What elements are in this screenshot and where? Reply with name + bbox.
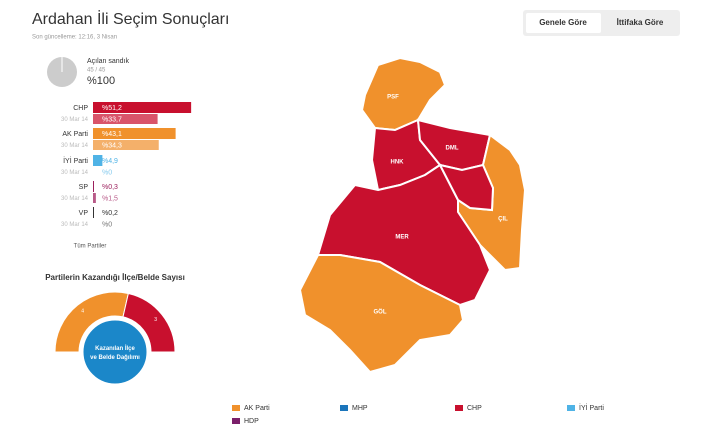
ballot-label: Açılan sandık [87, 58, 130, 65]
district-label: ÇIL [498, 217, 508, 223]
prev-date: 30 Mar 14 [61, 143, 89, 149]
legend-swatch [340, 405, 348, 411]
prev-percent: %33,7 [102, 116, 122, 123]
party-name: CHP [73, 105, 88, 112]
gauge-center [80, 317, 150, 387]
legend-swatch [455, 405, 463, 411]
updated: Son güncelleme: 12:16, 3 Nisan [32, 35, 117, 41]
party-percent: %0,3 [102, 184, 118, 191]
gauge-center-text: Kazanılan İlçe ve Belde Dağılımı [90, 345, 140, 361]
tab[interactable]: Genele Göre [539, 18, 587, 27]
gauge-label: 4 [81, 309, 84, 315]
prev-date: 30 Mar 14 [61, 117, 89, 123]
legend-swatch [567, 405, 575, 411]
legend-swatch [232, 418, 240, 424]
gauge-segment [122, 292, 176, 353]
party-bar [93, 102, 192, 113]
gauge-center-line: ve Belde Dağılımı [90, 355, 140, 361]
party-name: SP [79, 184, 89, 191]
prev-bar [93, 140, 159, 150]
district-part [438, 163, 495, 212]
tab-active[interactable] [526, 13, 601, 33]
legend-swatch [232, 405, 240, 411]
party-name: VP [79, 210, 89, 217]
gauge-label: 3 [154, 317, 157, 323]
party-percent: %0,2 [102, 210, 118, 217]
legend-label: HDP [244, 418, 259, 425]
title: Ardahan İli Seçim Sonuçları [32, 9, 229, 28]
legend-label: AK Parti [244, 405, 270, 412]
party-bar [93, 128, 176, 139]
party-bar [93, 207, 94, 218]
prev-date: 30 Mar 14 [61, 196, 89, 202]
gauge-center-line: Kazanılan İlçe [95, 345, 135, 352]
prev-date: 30 Mar 14 [61, 170, 89, 176]
prev-bar [93, 193, 96, 203]
party-percent: %43,1 [102, 131, 122, 138]
party-bar [93, 155, 103, 166]
party-percent: %51,2 [102, 105, 122, 112]
ballot-percent: %100 [87, 75, 115, 87]
prev-percent: %0 [102, 169, 112, 176]
prev-bar [93, 114, 158, 124]
district [316, 163, 492, 307]
prev-date: 30 Mar 14 [61, 222, 89, 228]
gauge-title: Partilerin Kazandığı İlçe/Belde Sayısı [45, 273, 185, 282]
map: PSF HNK DML ÇIL MER GÖL [298, 56, 527, 374]
district [360, 56, 447, 132]
district [298, 254, 465, 374]
ballot-count: 45 / 45 [87, 68, 106, 74]
district-label: MER [395, 235, 409, 241]
district-label: HNK [391, 160, 405, 166]
legend-label: MHP [352, 405, 368, 412]
party-percent: %4,9 [102, 158, 118, 165]
prev-percent: %1,5 [102, 195, 118, 202]
all-parties-link[interactable]: Tüm Partiler [74, 244, 107, 250]
prev-percent: %34,3 [102, 142, 122, 149]
legend-label: İYİ Parti [579, 403, 604, 412]
district-label: GÖL [374, 309, 387, 316]
district-label: DML [446, 146, 459, 152]
party-name: AK Parti [62, 131, 88, 138]
gauge: 4 3 Kazanılan İlçe ve Belde Dağılımı [54, 291, 176, 387]
tab[interactable]: İttifaka Göre [617, 18, 664, 27]
district-label: PSF [387, 95, 399, 101]
party-bar [93, 181, 94, 192]
party-name: İYİ Parti [63, 156, 88, 165]
prev-percent: %0 [102, 221, 112, 228]
legend-label: CHP [467, 405, 482, 412]
